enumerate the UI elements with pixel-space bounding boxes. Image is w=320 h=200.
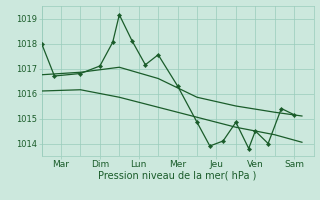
X-axis label: Pression niveau de la mer( hPa ): Pression niveau de la mer( hPa ) [99,171,257,181]
